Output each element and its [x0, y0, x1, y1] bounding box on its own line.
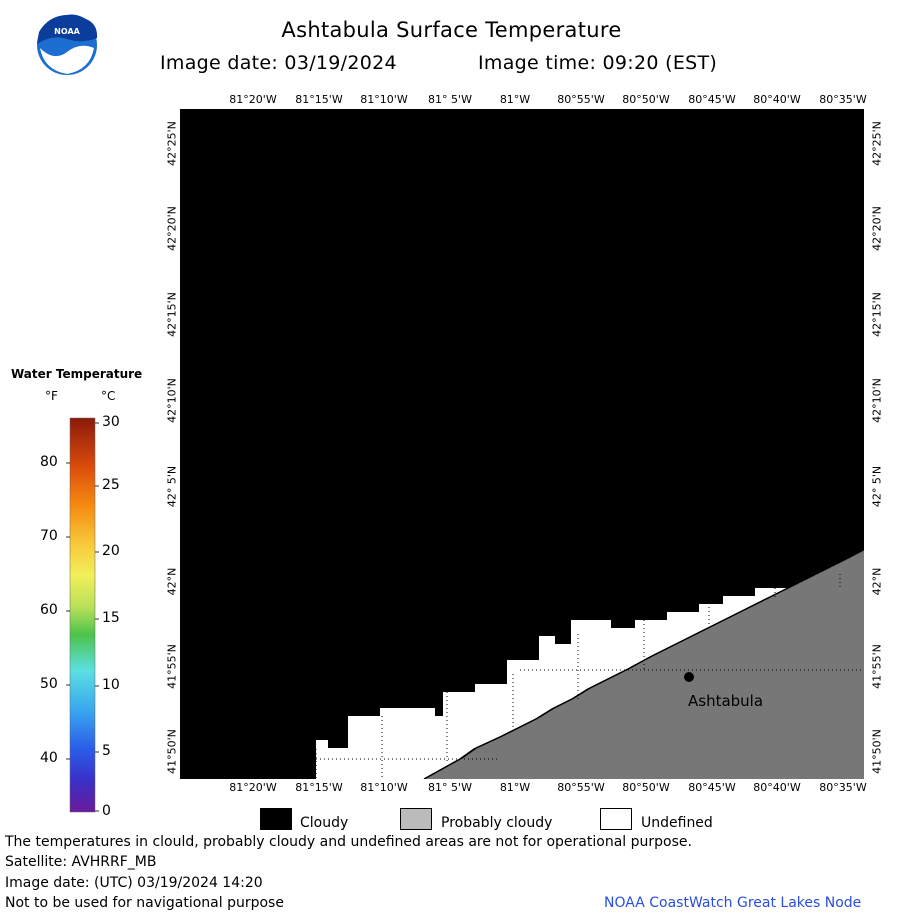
footer-utc-date: Image date: (UTC) 03/19/2024 14:20: [5, 875, 263, 891]
lon-top-2: 81°15'W: [295, 93, 343, 106]
city-marker: [684, 672, 694, 682]
lon-top-6: 80°55'W: [557, 93, 605, 106]
lon-bottom-1: 81°20'W: [229, 781, 277, 794]
key-undefined-label: Undefined: [641, 815, 713, 831]
f-tick-50: 50: [40, 676, 58, 692]
key-cloudy-swatch: [260, 808, 292, 830]
lat-left-3: 42°15'N: [165, 292, 179, 337]
footer-satellite: Satellite: AVHRRF_MB: [5, 854, 157, 870]
image-time: Image time: 09:20 (EST): [478, 52, 718, 74]
unit-f: °F: [45, 389, 58, 403]
lon-top-8: 80°45'W: [688, 93, 736, 106]
key-probably-cloudy-swatch: [400, 808, 432, 830]
c-tick-0: 0: [102, 803, 111, 819]
c-tick-15: 15: [102, 610, 120, 626]
lon-bottom-10: 80°35'W: [819, 781, 867, 794]
lat-left-7: 41°55'N: [165, 644, 179, 689]
lat-right-3: 42°15'N: [870, 292, 884, 337]
svg-text:NOAA: NOAA: [54, 27, 80, 36]
lon-bottom-4: 81° 5'W: [428, 781, 472, 794]
lon-bottom-7: 80°50'W: [622, 781, 670, 794]
image-date: Image date: 03/19/2024: [160, 52, 397, 74]
lat-left-1: 42°25'N: [165, 121, 179, 166]
lon-top-1: 81°20'W: [229, 93, 277, 106]
lat-right-1: 42°25'N: [870, 121, 884, 166]
lon-bottom-9: 80°40'W: [753, 781, 801, 794]
lon-top-10: 80°35'W: [819, 93, 867, 106]
f-tick-60: 60: [40, 602, 58, 618]
f-tick-40: 40: [40, 750, 58, 766]
lon-bottom-5: 81°W: [499, 781, 531, 794]
lat-left-2: 42°20'N: [165, 206, 179, 251]
shoreline-inner: [427, 549, 864, 778]
unit-c: °C: [101, 389, 116, 403]
lon-top-7: 80°50'W: [622, 93, 670, 106]
lon-top-5: 81°W: [499, 93, 531, 106]
city-label: Ashtabula: [688, 692, 763, 710]
footer-navigation-warning: Not to be used for navigational purpose: [5, 895, 284, 911]
color-scale: [66, 417, 99, 813]
noaa-credit-link[interactable]: NOAA CoastWatch Great Lakes Node: [604, 895, 862, 911]
color-bar: [69, 417, 96, 813]
sst-map: Ashtabula: [180, 109, 864, 779]
key-undefined-swatch: [600, 808, 632, 830]
c-tick-25: 25: [102, 477, 120, 493]
c-tick-10: 10: [102, 677, 120, 693]
legend-title: Water Temperature: [11, 367, 143, 381]
noaa-logo: NOAA: [37, 14, 98, 75]
f-tick-70: 70: [40, 528, 58, 544]
lat-right-5: 42° 5'N: [870, 465, 884, 508]
lon-bottom-8: 80°45'W: [688, 781, 736, 794]
lat-left-6: 42°N: [165, 567, 179, 596]
key-probably-cloudy-label: Probably cloudy: [441, 815, 553, 831]
footer-disclaimer: The temperatures in clould, probably clo…: [5, 834, 692, 850]
lat-right-4: 42°10'N: [870, 378, 884, 423]
lat-left-8: 41°50'N: [165, 729, 179, 774]
lat-left-5: 42° 5'N: [165, 465, 179, 508]
lat-left-4: 42°10'N: [165, 378, 179, 423]
lon-bottom-2: 81°15'W: [295, 781, 343, 794]
lon-bottom-3: 81°10'W: [360, 781, 408, 794]
f-tick-80: 80: [40, 454, 58, 470]
page-title: Ashtabula Surface Temperature: [281, 18, 622, 42]
lat-right-7: 41°55'N: [870, 644, 884, 689]
c-tick-20: 20: [102, 543, 120, 559]
c-tick-30: 30: [102, 414, 120, 430]
lon-top-4: 81° 5'W: [428, 93, 472, 106]
lat-right-2: 42°20'N: [870, 206, 884, 251]
lat-right-6: 42°N: [870, 567, 884, 596]
lon-top-3: 81°10'W: [360, 93, 408, 106]
lat-right-8: 41°50'N: [870, 729, 884, 774]
c-tick-5: 5: [102, 743, 111, 759]
lon-top-9: 80°40'W: [753, 93, 801, 106]
lon-bottom-6: 80°55'W: [557, 781, 605, 794]
key-cloudy-label: Cloudy: [300, 815, 349, 831]
